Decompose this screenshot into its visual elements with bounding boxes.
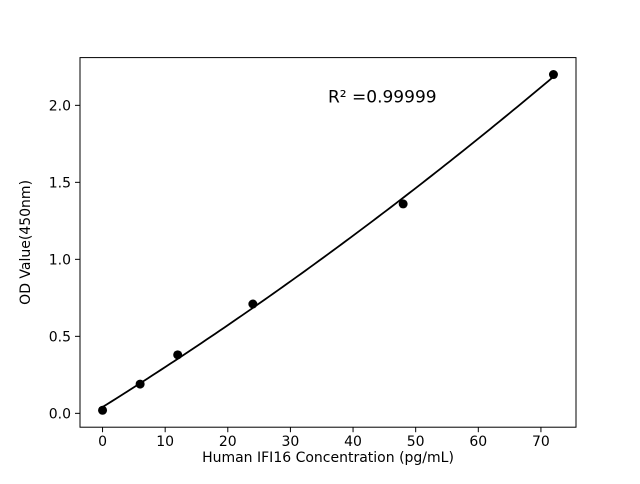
- data-point: [173, 350, 183, 360]
- x-tick-label: 0: [98, 434, 107, 450]
- y-tick-label: 0.5: [49, 329, 71, 345]
- data-point: [98, 405, 108, 415]
- y-axis-ticks: 0.0 0.5 1.0 1.5 2.0: [49, 98, 80, 422]
- x-tick-label: 60: [469, 434, 487, 450]
- x-tick-label: 30: [282, 434, 300, 450]
- y-tick-label: 2.0: [49, 98, 71, 114]
- x-tick-label: 40: [344, 434, 362, 450]
- y-tick-label: 1.0: [49, 252, 71, 268]
- fit-line: [101, 75, 555, 408]
- data-point: [398, 199, 408, 209]
- x-axis-ticks: 0 10 20 30 40 50 60 70: [98, 427, 550, 450]
- fit-line-group: [101, 75, 555, 408]
- x-tick-label: 50: [407, 434, 425, 450]
- x-tick-label: 70: [532, 434, 550, 450]
- r-squared-annotation: R² =0.99999: [328, 87, 437, 107]
- data-point: [548, 70, 558, 80]
- plot-border: [79, 57, 577, 428]
- data-point: [248, 299, 258, 309]
- x-axis-label: Human IFI16 Concentration (pg/mL): [202, 450, 454, 466]
- data-points-group: [98, 70, 558, 415]
- data-point: [135, 379, 145, 389]
- x-tick-label: 20: [219, 434, 237, 450]
- plot-area: 0 10 20 30 40 50 60 70 0.0 0.5 1.0 1.5 2.0 R² =0.99…: [49, 57, 577, 450]
- y-axis-label: OD Value(450nm): [18, 180, 34, 305]
- x-tick-label: 10: [156, 434, 174, 450]
- y-tick-label: 1.5: [49, 175, 71, 191]
- y-tick-label: 0.0: [49, 406, 71, 422]
